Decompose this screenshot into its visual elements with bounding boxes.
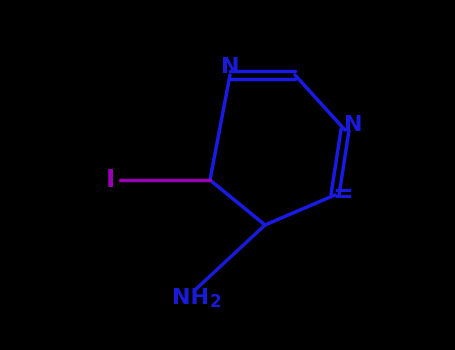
Text: N: N xyxy=(344,115,362,135)
Text: N: N xyxy=(221,57,239,77)
Text: NH: NH xyxy=(172,288,208,308)
Text: =: = xyxy=(333,183,354,207)
Text: 2: 2 xyxy=(209,293,221,311)
Text: I: I xyxy=(106,168,115,192)
